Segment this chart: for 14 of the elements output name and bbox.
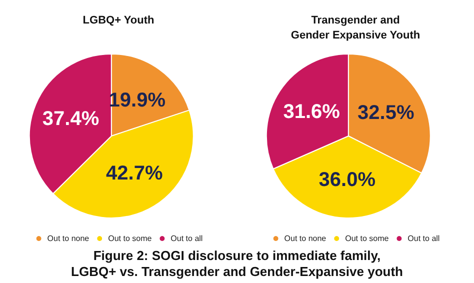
legend-label: Out to some [108,234,152,243]
data-label: 32.5% [358,102,414,124]
legend-label: Out to all [170,234,203,243]
legend-label: Out to some [345,234,390,243]
legend-label: Out to none [284,234,327,243]
legend-label: Out to none [47,234,90,243]
chart-title: Transgender and Gender Expansive Youth [290,14,420,42]
data-label: 36.0% [318,168,376,191]
data-label: 37.4% [42,108,100,130]
data-label: 42.7% [106,162,163,185]
data-label: 31.6% [283,100,340,123]
legend-label: Out to all [408,234,440,243]
text: Figure 2: SOGI disclosure to immediate family, LGBQ+ vs. Transgender and Gender-Expansive youth [70,248,404,281]
chart-title: LGBQ+ Youth [82,14,154,26]
